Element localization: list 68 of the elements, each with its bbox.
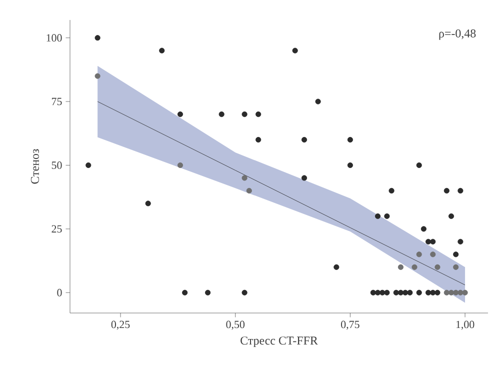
point <box>453 264 459 270</box>
point <box>434 264 440 270</box>
x-tick-label: 0,75 <box>341 320 360 330</box>
point <box>402 290 408 296</box>
point <box>384 290 390 296</box>
point <box>453 290 459 296</box>
x-tick-label: 0,25 <box>111 320 130 330</box>
point <box>256 136 262 143</box>
point <box>205 290 211 296</box>
point <box>420 226 426 232</box>
point <box>458 290 464 296</box>
point <box>246 188 252 194</box>
point <box>218 111 224 118</box>
y-tick-label: 75 <box>52 98 62 106</box>
point <box>177 111 184 118</box>
point <box>407 290 413 296</box>
point <box>94 73 100 79</box>
annotation: ρ=-0,48 <box>439 29 476 40</box>
point <box>448 213 454 219</box>
point <box>416 290 422 296</box>
x-tick-label: 1,00 <box>456 320 474 330</box>
point <box>374 213 381 219</box>
point <box>242 290 248 296</box>
point <box>458 188 464 194</box>
y-tick-label: 25 <box>52 225 62 233</box>
point <box>416 162 422 168</box>
point <box>292 48 298 54</box>
point <box>430 290 436 296</box>
point <box>177 162 184 168</box>
point <box>425 290 432 296</box>
point <box>434 290 440 296</box>
y-tick-label: 0 <box>57 288 62 296</box>
point <box>182 290 188 296</box>
point <box>384 213 390 219</box>
point <box>430 238 436 244</box>
point <box>388 188 394 194</box>
point <box>86 162 92 168</box>
point <box>462 290 468 296</box>
point <box>393 290 399 296</box>
y-axis-title: Стеноз <box>30 149 39 184</box>
point <box>444 290 450 296</box>
point <box>347 136 353 143</box>
point <box>430 252 436 258</box>
point <box>398 264 404 270</box>
point <box>315 98 321 104</box>
line-series <box>97 101 466 286</box>
point <box>256 111 262 118</box>
point <box>145 200 151 206</box>
point <box>380 290 386 296</box>
point <box>458 238 464 244</box>
point <box>334 264 340 270</box>
point <box>444 188 450 194</box>
x-axis-title: Стресс CT-FFR <box>240 336 318 348</box>
point <box>453 252 459 258</box>
point <box>425 238 432 244</box>
point <box>159 48 165 54</box>
point <box>301 136 308 143</box>
y-tick-label: 50 <box>52 162 62 169</box>
point <box>242 175 248 181</box>
point <box>416 252 422 258</box>
point <box>94 35 100 41</box>
y-tick-label: 100 <box>46 34 62 42</box>
x-tick-label: 0,50 <box>226 320 245 330</box>
point <box>301 175 308 181</box>
point <box>242 111 248 118</box>
point <box>347 162 353 168</box>
point <box>412 264 418 270</box>
point <box>370 290 376 296</box>
